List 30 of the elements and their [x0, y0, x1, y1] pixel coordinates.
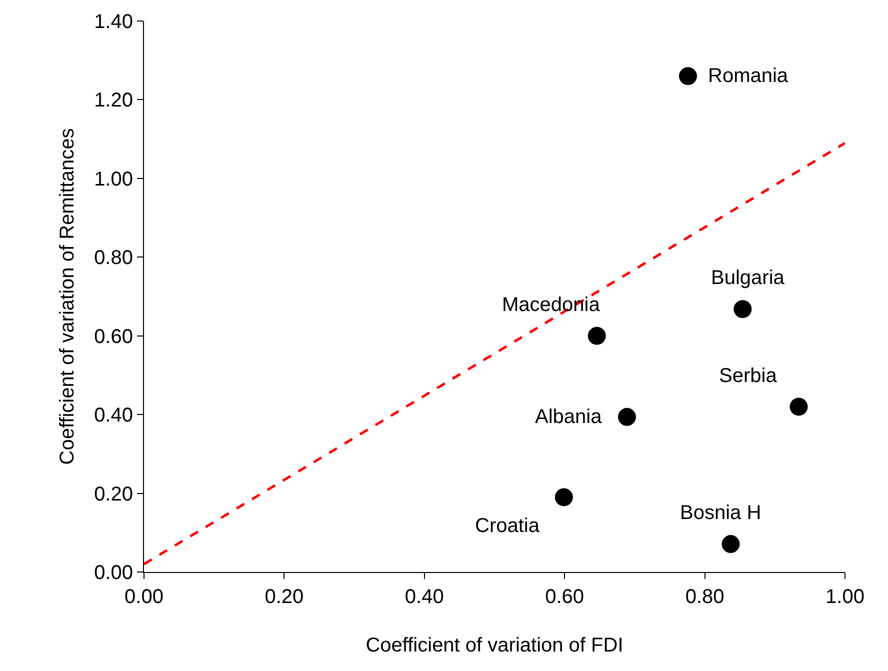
point: [588, 326, 606, 345]
x-tick-label: 0.20: [264, 586, 304, 608]
annotation: Macedonia: [502, 294, 601, 316]
y-tick-label: 0.80: [94, 247, 133, 270]
y-tick-label: 0.40: [94, 404, 133, 427]
y-tick-label: 0.00: [94, 562, 133, 584]
y-axis-title: Coefficient of variation of Remittances: [56, 128, 79, 465]
y-tick-label: 0.20: [94, 483, 133, 506]
y-tick-label: 1.00: [94, 168, 133, 190]
x-tick-label: 1.00: [826, 586, 864, 608]
point: [618, 408, 636, 426]
point: [734, 300, 752, 318]
x-tick-label: 0.40: [404, 586, 444, 608]
x-axis-title: Coefficient of variation of FDI: [366, 634, 624, 656]
x-tick-label: 0.60: [545, 586, 584, 608]
x-tick-label: 0.00: [124, 586, 164, 608]
x-tick-label: 0.80: [685, 586, 724, 608]
annotation: Serbia: [719, 365, 778, 387]
annotation: Bosnia H: [680, 502, 762, 524]
annotation: Romania: [708, 65, 789, 87]
annotation: Albania: [535, 406, 603, 428]
point: [722, 535, 740, 554]
point: [790, 398, 808, 416]
y-tick-label: 1.20: [94, 90, 133, 112]
point: [678, 67, 697, 86]
y-tick-label: 0.60: [94, 326, 133, 348]
point: [554, 488, 573, 506]
y-tick-label: 1.40: [94, 11, 133, 33]
annotation: Croatia: [475, 515, 540, 537]
annotation: Bulgaria: [711, 267, 786, 289]
